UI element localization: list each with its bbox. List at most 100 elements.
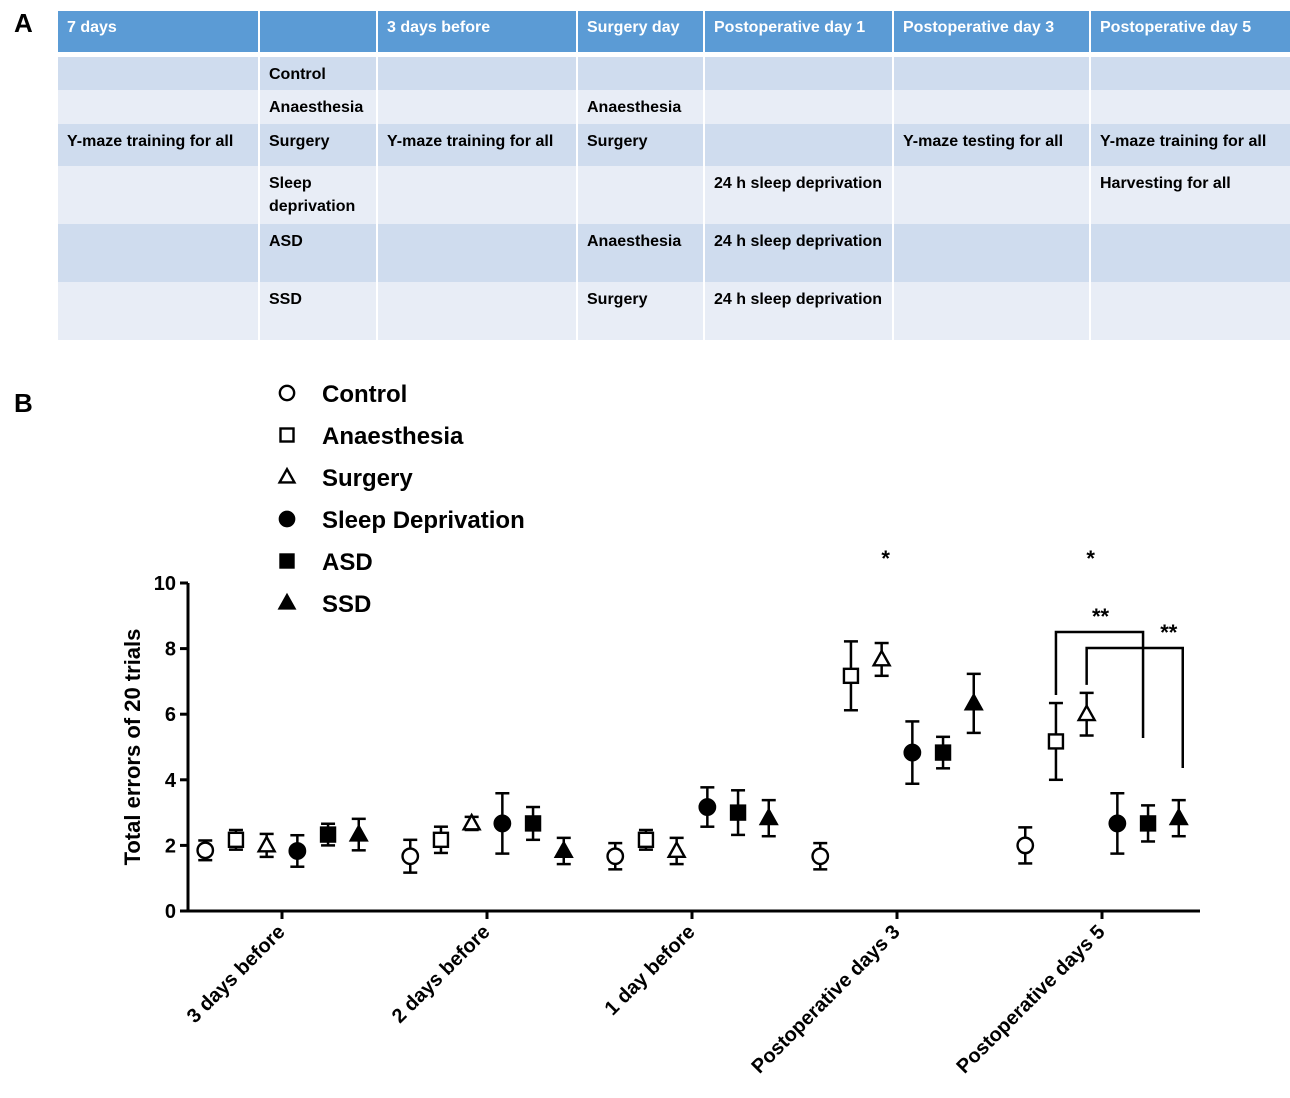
table-cell	[1089, 54, 1290, 90]
data-marker	[637, 831, 655, 849]
data-marker	[1047, 733, 1065, 750]
data-point	[666, 836, 687, 866]
data-point	[1139, 804, 1157, 843]
table-cell	[376, 224, 578, 282]
table-cell: Y-maze testing for all	[892, 124, 1091, 166]
data-point	[903, 720, 922, 785]
data-marker	[288, 842, 307, 860]
table-cell: Sleep deprivation	[258, 166, 378, 224]
data-marker	[319, 826, 337, 843]
legend-marker	[279, 553, 295, 569]
table-cell	[892, 90, 1091, 124]
data-point	[461, 812, 482, 832]
data-marker	[1076, 703, 1097, 722]
table-cell	[703, 54, 894, 90]
table-cell	[576, 166, 705, 224]
legend-marker	[278, 384, 296, 402]
data-point	[348, 817, 369, 852]
table-cell: Anaesthesia	[258, 90, 378, 124]
legend-label: SSD	[322, 591, 371, 618]
table-cell	[376, 90, 578, 124]
legend-marker	[279, 427, 295, 443]
y-tick-label: 6	[165, 704, 176, 726]
data-marker	[348, 823, 369, 842]
data-point	[842, 640, 860, 712]
table-cell	[376, 282, 578, 340]
table-header-cell	[258, 11, 378, 57]
x-tick-label: 2 days before	[388, 921, 495, 1028]
data-marker	[963, 692, 984, 711]
x-tick-label: 3 days before	[183, 921, 290, 1028]
data-marker	[811, 847, 830, 866]
table-cell: Anaesthesia	[576, 90, 705, 124]
significance-stars: **	[1160, 620, 1178, 645]
data-marker	[1168, 807, 1189, 826]
significance-stars: **	[1092, 604, 1110, 629]
table-cell	[1089, 224, 1290, 282]
table-row: Control	[56, 54, 1290, 90]
table-cell	[56, 166, 260, 224]
data-point	[319, 822, 337, 847]
table-cell	[1089, 282, 1290, 340]
data-marker	[666, 840, 687, 859]
data-marker	[432, 831, 450, 849]
data-point	[934, 735, 952, 770]
table-cell: Y-maze training for all	[376, 124, 578, 166]
data-marker	[698, 798, 717, 816]
data-point	[963, 672, 984, 735]
table-cell	[892, 166, 1091, 224]
table-cell	[56, 54, 260, 90]
table-cell	[1089, 90, 1290, 124]
table-header-row: 7 days 3 days before Surgery day Postope…	[56, 11, 1290, 57]
data-point	[401, 838, 420, 874]
table-row: Y-maze training for all Surgery Y-maze t…	[56, 124, 1290, 166]
significance-bracket	[1085, 646, 1184, 768]
data-marker	[758, 807, 779, 826]
table-cell	[56, 224, 260, 282]
table-row: SSD Surgery 24 h sleep deprivation	[56, 282, 1290, 340]
legend-marker	[277, 592, 297, 610]
data-marker	[871, 648, 892, 667]
significance-star: *	[881, 546, 890, 571]
y-tick-label: 8	[165, 639, 176, 661]
table-header-cell: Postoperative day 5	[1089, 11, 1290, 57]
data-marker	[196, 841, 215, 860]
table-cell: 24 h sleep deprivation	[703, 224, 894, 282]
x-tick-label: Postoperative days 3	[747, 921, 904, 1078]
legend-label: Control	[322, 381, 407, 408]
data-point	[493, 791, 512, 855]
table-cell	[576, 54, 705, 90]
y-tick-label: 10	[154, 573, 176, 595]
table-cell: ASD	[258, 224, 378, 282]
data-point	[1108, 791, 1127, 855]
data-point	[288, 833, 307, 868]
data-marker	[934, 744, 952, 761]
table-cell: 24 h sleep deprivation	[703, 166, 894, 224]
table-cell: Anaesthesia	[576, 224, 705, 282]
data-marker	[401, 847, 420, 866]
data-marker	[1108, 814, 1127, 833]
data-point	[758, 798, 779, 838]
table-cell	[376, 54, 578, 90]
data-marker	[524, 815, 542, 832]
error-chart: 0 2 4 6 8 10 Total errors of 20 trials 3 days b…	[120, 381, 1200, 1078]
panel-a-label: A	[14, 8, 33, 38]
table-header-cell: 3 days before	[376, 11, 578, 57]
table-cell	[892, 54, 1091, 90]
significance-bracket	[1054, 630, 1145, 738]
legend-marker	[277, 466, 297, 484]
table-header-cell: 7 days	[56, 11, 260, 57]
table-cell: Y-maze training for all	[56, 124, 260, 166]
table-header-cell: Postoperative day 1	[703, 11, 894, 57]
y-axis-title: Total errors of 20 trials	[120, 629, 145, 866]
data-point	[256, 832, 277, 859]
data-marker	[903, 743, 922, 762]
legend-label: Surgery	[322, 465, 413, 492]
table-row: Anaesthesia Anaesthesia	[56, 90, 1290, 124]
data-marker	[461, 812, 482, 831]
table-header-cell: Postoperative day 3	[892, 11, 1091, 57]
legend-label: Sleep Deprivation	[322, 507, 525, 534]
data-point	[729, 789, 747, 837]
data-point	[227, 828, 245, 851]
data-marker	[1139, 815, 1157, 832]
